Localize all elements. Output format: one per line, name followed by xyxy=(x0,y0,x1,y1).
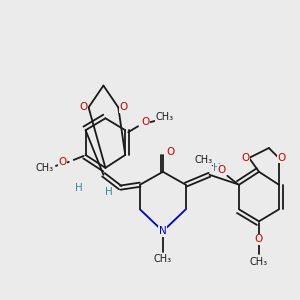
Text: O: O xyxy=(255,234,263,244)
Text: N: N xyxy=(159,226,167,236)
Text: CH₃: CH₃ xyxy=(250,257,268,267)
Text: O: O xyxy=(217,165,226,175)
Text: O: O xyxy=(241,153,249,163)
Text: H: H xyxy=(214,163,221,173)
Text: CH₃: CH₃ xyxy=(154,254,172,264)
Text: O: O xyxy=(278,153,286,163)
Text: CH₃: CH₃ xyxy=(194,155,213,165)
Text: H: H xyxy=(104,187,112,196)
Text: O: O xyxy=(119,102,128,112)
Text: CH₃: CH₃ xyxy=(156,112,174,122)
Text: O: O xyxy=(59,157,67,167)
Text: CH₃: CH₃ xyxy=(36,163,54,173)
Text: O: O xyxy=(167,147,175,157)
Text: O: O xyxy=(80,102,88,112)
Text: O: O xyxy=(141,117,149,127)
Text: H: H xyxy=(75,183,83,193)
